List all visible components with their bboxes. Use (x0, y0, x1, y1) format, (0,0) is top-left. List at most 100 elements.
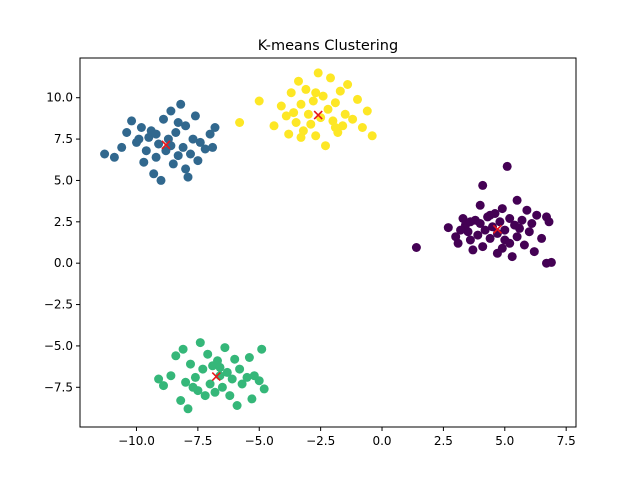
y-tick-label: 7.5 (54, 132, 73, 146)
scatter-point (200, 391, 210, 401)
scatter-point (338, 121, 348, 131)
x-tick-label: 5.0 (495, 434, 514, 448)
scatter-point (109, 152, 119, 162)
scatter-point (190, 372, 200, 382)
scatter-point (465, 217, 475, 227)
scatter-point (330, 123, 340, 132)
scatter-point (227, 374, 237, 384)
scatter-point (308, 96, 318, 106)
scatter-point (171, 128, 181, 137)
x-tick-label: −5.0 (245, 434, 274, 448)
scatter-point (136, 123, 146, 132)
scatter-point (173, 151, 183, 161)
scatter-point (171, 351, 181, 361)
scatter-point (296, 132, 306, 142)
scatter-point (367, 131, 377, 141)
scatter-point (465, 235, 475, 245)
centroid-marker (161, 140, 171, 150)
scatter-point (505, 214, 515, 223)
scatter-point (190, 111, 200, 121)
scatter-point (269, 121, 279, 131)
scatter-point (456, 225, 466, 235)
scatter-point (176, 396, 186, 405)
scatter-point (311, 88, 321, 98)
scatter-point (156, 175, 166, 185)
scatter-point (335, 86, 345, 96)
centroid-layer (161, 110, 502, 382)
scatter-point (215, 362, 225, 372)
scatter-point (122, 128, 132, 137)
scatter-point (411, 243, 421, 252)
scatter-point (127, 116, 137, 126)
scatter-point (519, 240, 529, 250)
scatter-point (323, 104, 333, 114)
scatter-point (188, 134, 198, 144)
scatter-point (478, 242, 488, 252)
plot-frame (79, 57, 577, 428)
scatter-point (517, 215, 527, 225)
scatter-point (512, 195, 522, 205)
scatter-point (259, 384, 269, 394)
scatter-point (276, 101, 286, 111)
scatter-point (443, 223, 453, 233)
y-tick-label: 10.0 (46, 91, 73, 105)
x-tick-label: 7.5 (557, 434, 576, 448)
scatter-point (488, 222, 497, 232)
scatter-point (183, 172, 193, 182)
scatter-point (117, 142, 127, 152)
scatter-point (475, 200, 485, 210)
scatter-point (210, 387, 220, 397)
scatter-point (186, 149, 195, 159)
cluster-2-points (154, 338, 269, 414)
scatter-point (515, 223, 524, 233)
scatter-point (254, 96, 264, 106)
scatter-point (505, 238, 515, 248)
y-tick-label: 5.0 (54, 173, 73, 187)
scatter-point (532, 210, 542, 220)
scatter-point (301, 84, 311, 94)
scatter-point (210, 123, 220, 132)
scatter-point (222, 367, 232, 377)
cluster-1-points (100, 99, 220, 185)
scatter-point (485, 210, 495, 220)
scatter-point (348, 114, 358, 124)
y-tick-label: 2.5 (54, 215, 73, 229)
scatter-point (154, 139, 164, 149)
x-tick-label: −7.5 (183, 434, 212, 448)
x-tick-label: 0.0 (372, 434, 391, 448)
scatter-point (500, 225, 510, 235)
scatter-point (220, 343, 230, 353)
chart-title: K-means Clustering (258, 38, 398, 54)
scatter-point (168, 159, 178, 169)
scatter-point (529, 247, 539, 257)
scatter-point (183, 404, 193, 414)
scatter-point (306, 119, 316, 129)
scatter-point (235, 118, 245, 127)
scatter-point (286, 88, 296, 98)
scatter-point (497, 204, 507, 214)
scatter-point (284, 129, 294, 139)
scatter-point (303, 109, 313, 119)
scatter-point (237, 379, 247, 389)
scatter-point (242, 372, 252, 382)
scatter-point (495, 217, 505, 227)
scatter-point (186, 359, 195, 369)
scatter-point (485, 233, 495, 243)
scatter-point (362, 106, 372, 116)
x-tick-label: −2.5 (306, 434, 335, 448)
scatter-point (151, 152, 161, 162)
scatter-point (463, 227, 473, 237)
scatter-point (527, 219, 537, 228)
scatter-point (178, 344, 188, 354)
scatter-point (159, 114, 168, 124)
scatter-point (188, 382, 198, 392)
scatter-point (291, 118, 301, 127)
scatter-point (225, 391, 235, 401)
scatter-point (205, 129, 215, 139)
y-tick-label: −7.5 (44, 380, 73, 394)
scatter-point (134, 134, 144, 144)
scatter-point (173, 118, 183, 127)
scatter-point (100, 149, 110, 159)
scatter-point (247, 394, 257, 404)
